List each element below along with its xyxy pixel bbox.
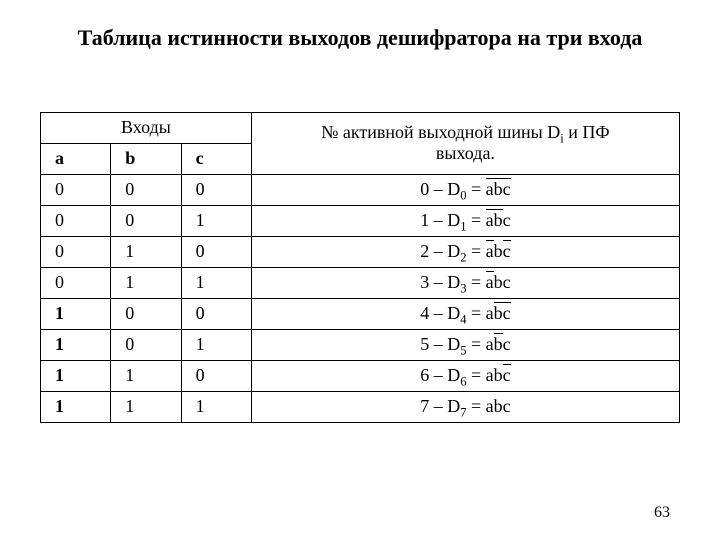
table-cell: 0 bbox=[111, 174, 181, 205]
table-cell: 0 bbox=[111, 298, 181, 329]
output-cell: 1 – D1 = abc bbox=[251, 205, 679, 236]
output-cell: 2 – D2 = abc bbox=[251, 236, 679, 267]
truth-table: Входы № активной выходной шины Di и ПФ в… bbox=[40, 112, 680, 423]
table-cell: 0 bbox=[41, 174, 111, 205]
table-cell: 0 bbox=[111, 205, 181, 236]
table-cell: 0 bbox=[111, 329, 181, 360]
table-cell: 0 bbox=[181, 298, 251, 329]
table-cell: 1 bbox=[181, 205, 251, 236]
output-cell: 6 – D6 = abc bbox=[251, 360, 679, 391]
table-cell: 0 bbox=[41, 205, 111, 236]
table-row: 0000 – D0 = abc bbox=[41, 174, 680, 205]
header-col-b: b bbox=[111, 143, 181, 174]
table-cell: 1 bbox=[181, 329, 251, 360]
table-cell: 1 bbox=[41, 391, 111, 422]
table-cell: 0 bbox=[41, 267, 111, 298]
table-cell: 1 bbox=[41, 329, 111, 360]
table-cell: 1 bbox=[41, 360, 111, 391]
output-cell: 3 – D3 = abc bbox=[251, 267, 679, 298]
table-cell: 1 bbox=[181, 391, 251, 422]
output-cell: 0 – D0 = abc bbox=[251, 174, 679, 205]
table-row: 0102 – D2 = abc bbox=[41, 236, 680, 267]
table-cell: 1 bbox=[181, 267, 251, 298]
table-cell: 1 bbox=[111, 360, 181, 391]
page-title: Таблица истинности выходов дешифратора н… bbox=[40, 24, 680, 52]
header-inputs: Входы bbox=[41, 112, 252, 143]
table-cell: 0 bbox=[181, 174, 251, 205]
table-cell: 1 bbox=[111, 267, 181, 298]
table-row: 1004 – D4 = abc bbox=[41, 298, 680, 329]
header-outputs: № активной выходной шины Di и ПФ выхода. bbox=[251, 112, 679, 174]
table-row: 0113 – D3 = abc bbox=[41, 267, 680, 298]
table-row: 0011 – D1 = abc bbox=[41, 205, 680, 236]
table-row: 1106 – D6 = abc bbox=[41, 360, 680, 391]
output-cell: 5 – D5 = abc bbox=[251, 329, 679, 360]
table-row: 1015 – D5 = abc bbox=[41, 329, 680, 360]
output-cell: 4 – D4 = abc bbox=[251, 298, 679, 329]
page-number: 63 bbox=[654, 504, 670, 522]
table-cell: 0 bbox=[181, 236, 251, 267]
table-row: 1117 – D7 = abc bbox=[41, 391, 680, 422]
table-cell: 1 bbox=[111, 391, 181, 422]
header-col-a: a bbox=[41, 143, 111, 174]
table-cell: 1 bbox=[111, 236, 181, 267]
table-cell: 1 bbox=[41, 298, 111, 329]
output-cell: 7 – D7 = abc bbox=[251, 391, 679, 422]
table-cell: 0 bbox=[41, 236, 111, 267]
table-cell: 0 bbox=[181, 360, 251, 391]
header-row-1: Входы № активной выходной шины Di и ПФ в… bbox=[41, 112, 680, 143]
header-col-c: c bbox=[181, 143, 251, 174]
